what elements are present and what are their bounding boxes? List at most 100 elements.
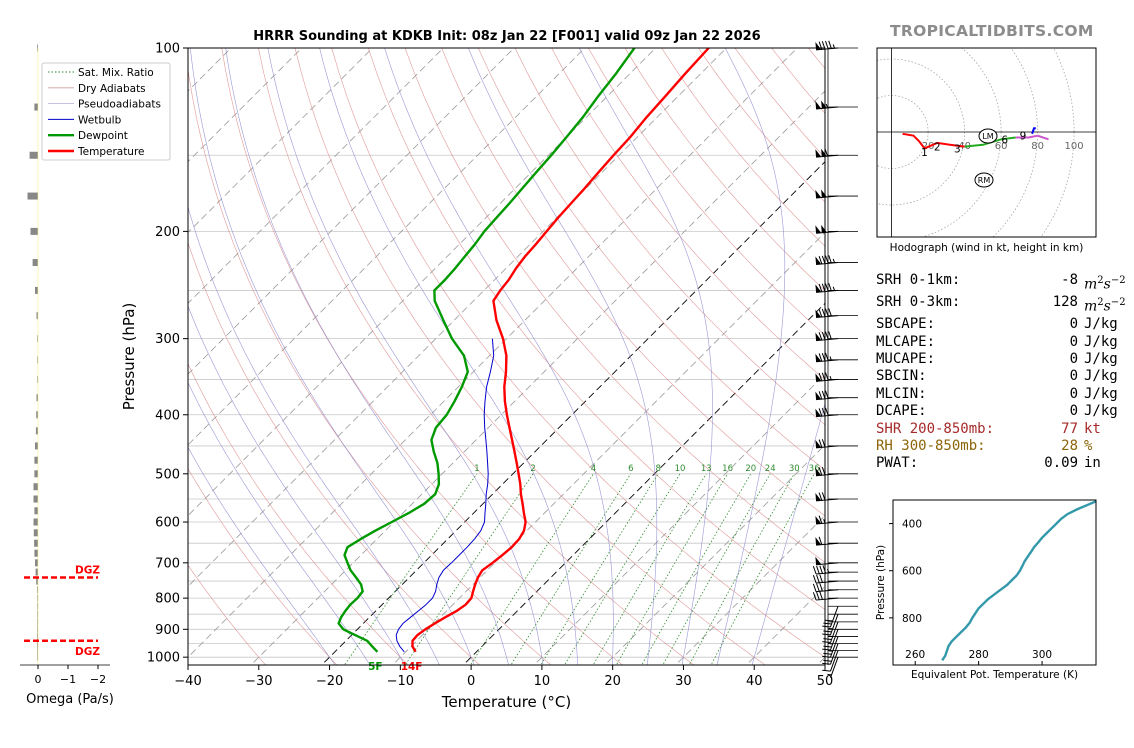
barb-full	[818, 408, 823, 417]
barb-shaft	[816, 597, 839, 601]
pseudoadiabat-line	[188, 446, 336, 665]
dgz-bottom-label: DGZ	[75, 646, 100, 658]
barb-full	[824, 148, 829, 157]
theta-e-x-tick-label: 280	[969, 649, 989, 661]
barb-full	[818, 41, 823, 50]
omega-bar	[35, 427, 38, 435]
x-axis-label: Temperature (°C)	[441, 693, 571, 711]
barb-full	[823, 659, 832, 662]
mixing-ratio-label: 2	[530, 464, 535, 474]
param-value: 0	[1069, 350, 1078, 367]
barb-full	[825, 331, 829, 340]
param-unit: J/kg	[1084, 368, 1118, 385]
wind-barb	[827, 657, 839, 679]
param-unit-symbol: m	[1084, 276, 1098, 293]
wind-barb	[822, 621, 839, 644]
barb-full	[818, 467, 823, 476]
barb-full	[825, 283, 829, 292]
param-value: 0	[1069, 316, 1078, 333]
wind-barb	[812, 574, 839, 584]
wind-barb	[815, 352, 839, 363]
omega-axis-label: Omega (Pa/s)	[26, 692, 114, 707]
x-tick-label: 40	[746, 674, 763, 689]
mixing-ratio-label: 30	[789, 464, 800, 474]
barb-full	[825, 308, 829, 317]
barb-flag	[815, 373, 822, 382]
wind-barb	[822, 636, 839, 658]
barb-full	[816, 574, 820, 583]
barb-full	[821, 466, 826, 476]
omega-bar	[36, 394, 38, 402]
y-tick-label: 400	[155, 408, 180, 423]
param-unit-exponent: 2	[1097, 297, 1104, 309]
barb-half	[832, 286, 836, 291]
omega-bar	[33, 495, 38, 503]
wind-barb	[815, 466, 839, 477]
param-row: RH 300-850mb: 28%	[876, 438, 1126, 455]
pseudoadiabat-line	[716, 48, 786, 665]
mixing-ratio-label: 10	[675, 464, 686, 474]
legend-entry: Temperature	[77, 146, 145, 158]
omega-bar	[27, 192, 38, 200]
param-label: PWAT:	[876, 455, 919, 472]
hodograph-caption: Hodograph (wind in kt, height in km)	[890, 242, 1084, 254]
omega-bar	[37, 646, 38, 654]
wind-barb	[815, 492, 839, 502]
theta-e-x-tick-label: 260	[905, 649, 925, 661]
barb-full	[821, 492, 826, 501]
wetbulb-profile	[395, 338, 495, 653]
barb-full	[818, 332, 823, 341]
barb-flag	[815, 225, 822, 234]
pseudoadiabat-line	[188, 206, 440, 665]
y-axis-label: Pressure (hPa)	[120, 303, 138, 411]
dry-adiabat-line	[368, 48, 825, 610]
skewt-frame	[187, 47, 826, 666]
chart-title: HRRR Sounding at KDKB Init: 08z Jan 22 […	[253, 29, 760, 44]
isotherm-line	[188, 48, 727, 587]
pseudoadiabat-line	[579, 48, 713, 665]
omega-bar	[36, 411, 38, 419]
pseudoadiabat-line	[188, 305, 406, 665]
barb-full	[821, 331, 826, 340]
omega-bar	[34, 539, 38, 547]
param-unit: J/kg	[1084, 316, 1118, 333]
param-unit-symbol: s	[1103, 298, 1111, 315]
theta-e-frame	[892, 499, 1097, 666]
omega-bar	[35, 559, 38, 567]
barb-full	[819, 565, 823, 574]
dry-adiabat-line	[404, 48, 825, 563]
pseudoadiabat-line	[468, 48, 658, 665]
mixing-ratio-line	[688, 473, 795, 665]
barb-full	[818, 536, 823, 545]
x-tick-label: −20	[316, 674, 343, 689]
mixing-ratio-label: 1	[474, 464, 479, 474]
omega-bar	[37, 640, 38, 648]
barb-half	[829, 356, 832, 361]
param-label: MLCAPE:	[876, 333, 936, 350]
omega-tick-label: 0	[35, 673, 42, 686]
param-row: PWAT: 0.09 in	[876, 455, 1126, 472]
barb-full	[812, 566, 817, 575]
wind-barb	[815, 536, 839, 546]
isotherm-line	[321, 161, 825, 665]
hodograph-height-label: 1	[921, 147, 928, 159]
temperature-profile	[411, 48, 710, 653]
barb-flag	[815, 537, 822, 546]
barb-full	[818, 492, 823, 501]
barb-flag	[815, 408, 822, 417]
left-mover-marker	[978, 128, 998, 144]
theta-e-y-tick-label: 400	[902, 519, 922, 531]
omega-bar	[37, 586, 38, 594]
barb-full	[821, 255, 826, 264]
param-label: MUCAPE:	[876, 350, 936, 367]
mixing-ratio-label: 4	[591, 464, 596, 474]
wind-barb	[812, 591, 839, 601]
barb-full	[816, 583, 820, 592]
barb-full	[822, 625, 831, 628]
barb-full	[825, 352, 829, 361]
hodograph-segment	[1015, 134, 1038, 139]
barb-flag	[821, 189, 827, 198]
omega-bar	[37, 375, 38, 383]
barb-shaft	[816, 580, 839, 584]
dry-adiabat-line	[188, 241, 481, 665]
